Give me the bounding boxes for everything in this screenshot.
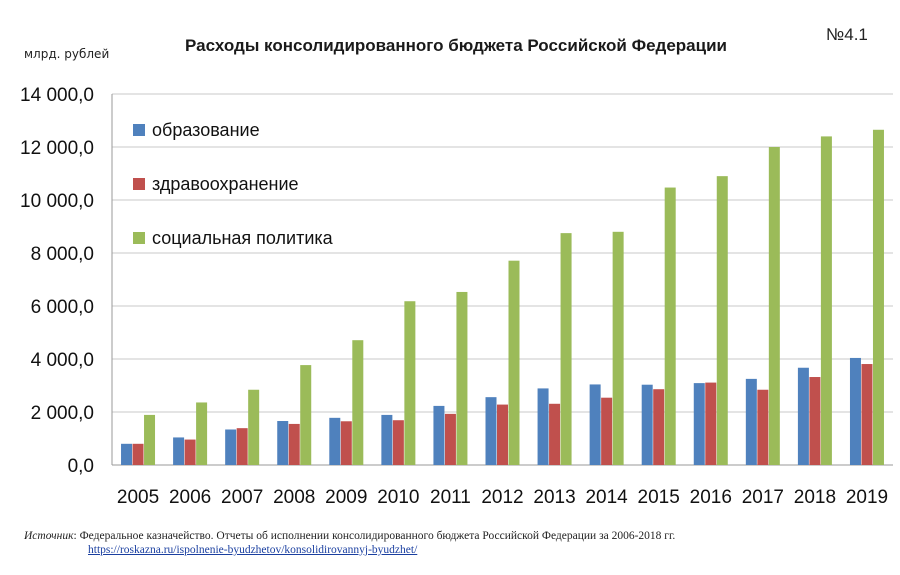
legend-swatch xyxy=(133,124,145,136)
y-tick-label: 6 000,0 xyxy=(31,297,94,318)
bar-1-2014 xyxy=(589,384,601,465)
bar-2-2019 xyxy=(861,364,873,465)
bar-1-2012 xyxy=(485,397,497,465)
bar-1-2013 xyxy=(537,388,549,465)
bar-2-2018 xyxy=(809,377,821,465)
x-tick-label: 2016 xyxy=(690,487,732,508)
x-tick-labels: 2005 2006 2007 2008 2009 2010 2011 2012 2013 2014… xyxy=(117,487,888,508)
bar-2-2017 xyxy=(757,389,769,465)
bar-3-2014 xyxy=(612,231,624,465)
x-tick-label: 2010 xyxy=(377,487,419,508)
x-tick-label: 2019 xyxy=(846,487,888,508)
grid-lines xyxy=(111,93,893,466)
x-tick-label: 2011 xyxy=(430,487,471,508)
x-tick-label: 2007 xyxy=(221,487,263,508)
slide-number: №4.1 xyxy=(826,25,868,44)
x-tick-label: 2006 xyxy=(169,487,211,508)
x-tick-label: 2014 xyxy=(585,487,628,508)
bar-3-2016 xyxy=(716,176,728,465)
y-tick-label: 4 000,0 xyxy=(31,350,94,371)
x-tick-label: 2015 xyxy=(638,487,680,508)
bar-2-2010 xyxy=(392,420,404,465)
bar-1-2015 xyxy=(641,384,653,465)
bar-2-2014 xyxy=(601,397,613,465)
bar-2-2012 xyxy=(497,404,508,465)
bar-3-2008 xyxy=(300,365,312,465)
x-tick-label: 2018 xyxy=(794,487,836,508)
y-tick-labels: 0,0 2 000,0 4 000,0 6 000,0 8 000,0 10 000,0 1… xyxy=(20,85,94,477)
bar-3-2018 xyxy=(820,136,832,465)
bar-2-2007 xyxy=(236,428,248,465)
bar-3-2007 xyxy=(248,389,260,465)
legend: образование здравоохранение социальная пол… xyxy=(133,120,334,248)
bar-2-2015 xyxy=(653,389,665,465)
bar-3-2017 xyxy=(768,147,780,465)
x-tick-label: 2008 xyxy=(273,487,315,508)
bar-3-2005 xyxy=(144,414,156,465)
bar-2-2013 xyxy=(549,403,561,465)
bar-2-2006 xyxy=(184,439,196,465)
bar-3-2009 xyxy=(352,340,364,465)
chart-title: Расходы консолидированного бюджета Росси… xyxy=(185,36,727,55)
source-text: : Федеральное казначейство. Отчеты об ис… xyxy=(73,530,676,542)
bar-1-2018 xyxy=(797,367,809,465)
source-link[interactable]: https://roskazna.ru/ispolnenie-byudzheto… xyxy=(88,544,418,556)
y-tick-label: 14 000,0 xyxy=(20,85,94,106)
bar-3-2012 xyxy=(508,260,520,465)
x-tick-label: 2009 xyxy=(325,487,367,508)
bar-1-2009 xyxy=(329,417,341,465)
y-tick-label: 2 000,0 xyxy=(31,403,94,424)
bar-1-2016 xyxy=(693,383,705,465)
source-footer: Источник: Федеральное казначейство. Отче… xyxy=(24,530,884,556)
legend-swatch xyxy=(133,232,145,244)
bar-3-2006 xyxy=(196,402,208,465)
bar-2-2005 xyxy=(132,443,144,465)
bar-1-2007 xyxy=(225,429,237,465)
bar-2-2016 xyxy=(705,382,717,465)
bar-3-2011 xyxy=(456,291,468,465)
bar-1-2010 xyxy=(381,414,393,465)
legend-label: социальная политика xyxy=(152,228,334,248)
y-tick-label: 10 000,0 xyxy=(20,191,94,212)
y-tick-label: 8 000,0 xyxy=(31,244,94,265)
y-tick-label: 0,0 xyxy=(68,456,94,477)
bar-3-2015 xyxy=(664,187,676,466)
bar-2-2011 xyxy=(444,413,456,465)
x-tick-label: 2012 xyxy=(481,487,523,508)
legend-swatch xyxy=(133,178,145,190)
y-axis-unit: млрд. рублей xyxy=(24,47,109,61)
x-tick-label: 2013 xyxy=(533,487,575,508)
source-label: Источник xyxy=(24,530,74,542)
bar-1-2011 xyxy=(433,405,445,465)
bar-1-2019 xyxy=(849,357,861,465)
bar-3-2010 xyxy=(404,301,416,465)
x-tick-label: 2017 xyxy=(742,487,784,508)
budget-bar-chart: Расходы консолидированного бюджета Росси… xyxy=(20,25,893,508)
legend-label: здравоохранение xyxy=(152,174,299,194)
bar-1-2017 xyxy=(745,378,757,465)
bar-1-2008 xyxy=(277,421,289,465)
y-tick-label: 12 000,0 xyxy=(20,138,94,159)
x-tick-label: 2005 xyxy=(117,487,159,508)
bar-2-2009 xyxy=(340,421,352,465)
legend-label: образование xyxy=(152,120,260,140)
bar-1-2006 xyxy=(173,437,185,465)
bar-2-2008 xyxy=(288,423,300,465)
bars-group xyxy=(121,129,884,466)
bar-3-2013 xyxy=(560,233,572,465)
bar-1-2005 xyxy=(121,443,133,465)
bar-3-2019 xyxy=(872,129,884,465)
